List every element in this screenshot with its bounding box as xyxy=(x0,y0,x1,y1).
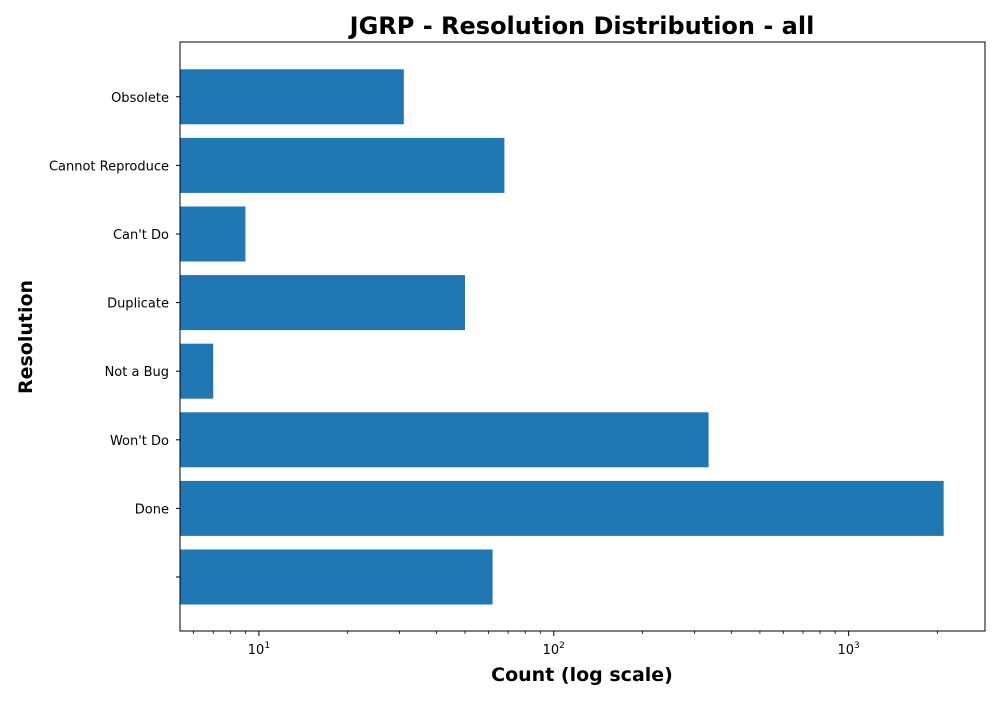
y-tick-label: Cannot Reproduce xyxy=(49,159,169,174)
x-axis-title: Count (log scale) xyxy=(491,664,673,686)
y-tick-label: Can't Do xyxy=(113,228,169,243)
y-tick-label: Not a Bug xyxy=(105,365,169,380)
bar xyxy=(180,343,214,399)
y-axis-title: Resolution xyxy=(15,280,37,394)
bar xyxy=(180,275,466,331)
y-axis-ticks: Done Won't Do Not a Bug Duplicate Can't Do Ca… xyxy=(49,91,180,578)
bar xyxy=(180,206,246,262)
x-tick-label: 103 xyxy=(838,641,860,658)
bar xyxy=(180,412,709,468)
x-tick-label: 101 xyxy=(248,641,270,658)
y-tick-label: Duplicate xyxy=(107,297,169,312)
bar xyxy=(180,480,944,536)
bar xyxy=(180,69,404,125)
y-tick-label: Won't Do xyxy=(110,434,169,449)
bar xyxy=(180,137,505,193)
y-tick-label: Obsolete xyxy=(111,91,169,106)
plot-area-frame xyxy=(179,41,986,632)
bars-layer xyxy=(180,69,944,605)
y-tick-label: Done xyxy=(135,502,169,517)
x-tick-label: 102 xyxy=(543,641,565,658)
bar xyxy=(180,549,493,605)
x-axis-ticks: 101 102 103 xyxy=(193,631,938,658)
chart-title: JGRP - Resolution Distribution - all xyxy=(348,12,815,40)
